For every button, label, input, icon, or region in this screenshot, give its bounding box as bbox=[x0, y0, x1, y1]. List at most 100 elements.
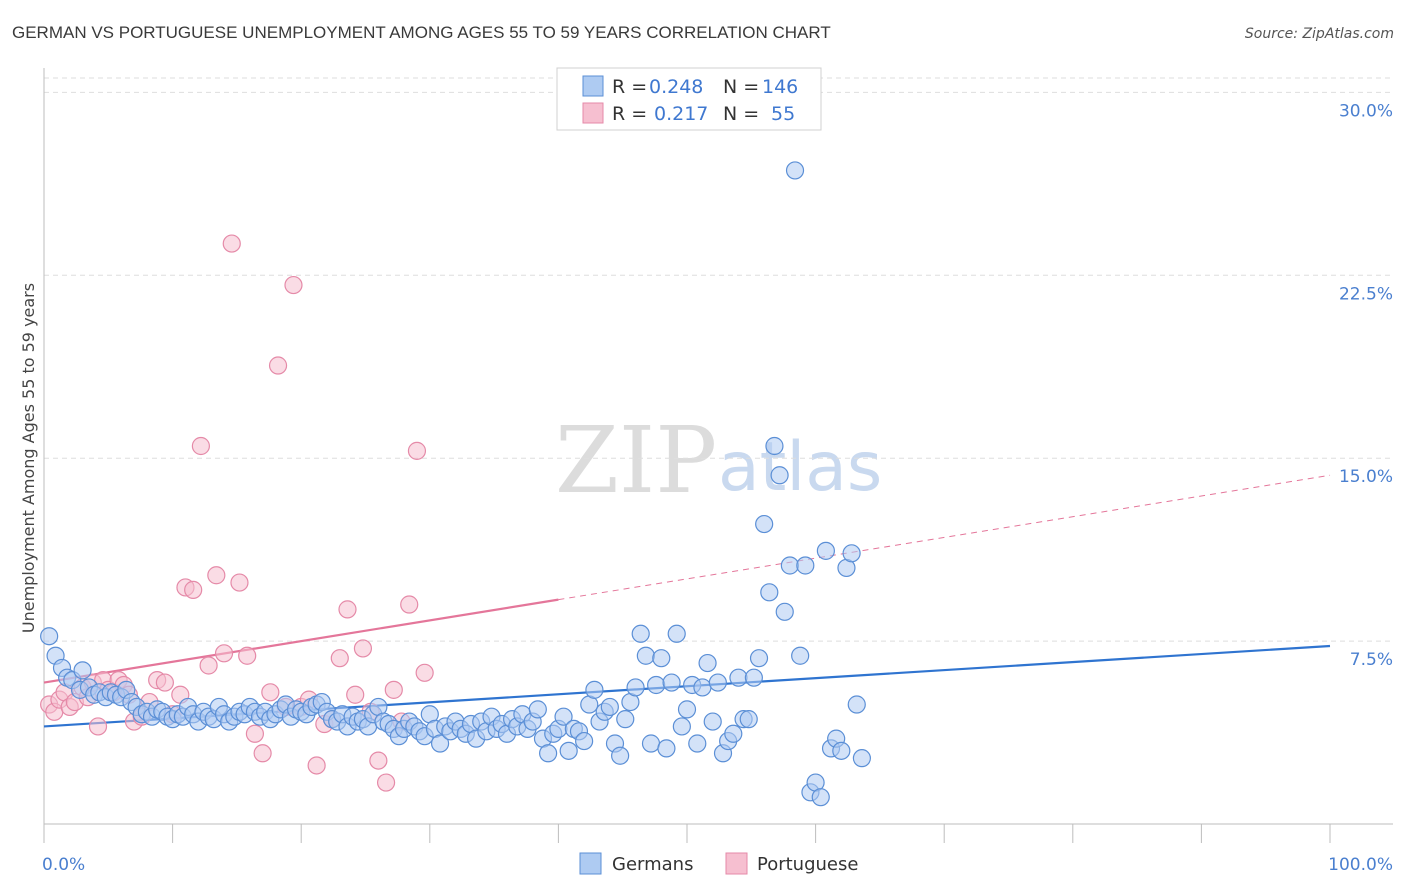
y-tick-label: 7.5% bbox=[1350, 650, 1393, 670]
portuguese-point bbox=[88, 717, 108, 736]
portuguese-point bbox=[245, 724, 265, 743]
portuguese-point bbox=[238, 646, 257, 665]
legend-portuguese-n-value: 55 bbox=[771, 103, 795, 125]
germans-point bbox=[816, 541, 835, 560]
germans-point bbox=[765, 436, 784, 456]
portuguese-point bbox=[384, 680, 403, 699]
y-tick-label: 22.5% bbox=[1339, 284, 1393, 304]
legend-swatch-portuguese bbox=[582, 102, 604, 124]
legend-portuguese-r-value: 0.217 bbox=[654, 103, 708, 125]
x-tick-label-max: 100.0% bbox=[1328, 855, 1393, 875]
portuguese-trend-line bbox=[43, 598, 559, 684]
germans-point bbox=[791, 646, 810, 665]
germans-point bbox=[652, 649, 671, 668]
germans-point bbox=[703, 712, 722, 731]
germans-point bbox=[430, 734, 450, 753]
portuguese-point bbox=[400, 595, 419, 614]
bottom-legend-swatch-germans bbox=[579, 852, 602, 875]
germans-point bbox=[832, 741, 851, 760]
germans-point bbox=[770, 466, 789, 485]
portuguese-point bbox=[415, 663, 434, 682]
portuguese-point bbox=[338, 600, 357, 619]
germans-point bbox=[755, 514, 774, 534]
portuguese-point bbox=[199, 656, 218, 675]
germans-point bbox=[626, 678, 645, 697]
germans-point bbox=[528, 700, 547, 719]
legend-portuguese-n-label: N = bbox=[723, 103, 759, 125]
germans-point bbox=[554, 707, 573, 726]
germans-point bbox=[40, 627, 59, 646]
portuguese-point bbox=[230, 573, 249, 592]
legend-germans-n-value: 146 bbox=[762, 76, 798, 98]
legend-portuguese-r-label: R = bbox=[612, 103, 647, 125]
germans-point bbox=[775, 602, 794, 621]
legend-germans-n-label: N = bbox=[723, 76, 759, 98]
legend-germans-r-value: 0.248 bbox=[649, 76, 703, 98]
germans-point bbox=[811, 788, 830, 807]
portuguese-trend-line-projection bbox=[558, 474, 1331, 601]
portuguese-point bbox=[184, 580, 203, 599]
germans-point bbox=[616, 710, 635, 729]
watermark-zip: ZIP bbox=[555, 407, 717, 514]
germans-point bbox=[785, 161, 805, 180]
germans-point bbox=[744, 668, 763, 687]
portuguese-point bbox=[353, 639, 373, 658]
portuguese-point bbox=[253, 744, 272, 763]
germans-points bbox=[40, 161, 871, 807]
legend-germans-r-label: R = bbox=[612, 76, 647, 98]
portuguese-point bbox=[207, 566, 226, 585]
watermark-atlas: atlas bbox=[718, 428, 882, 507]
portuguese-point bbox=[284, 275, 303, 295]
germans-point bbox=[600, 697, 619, 717]
chart-source: Source: ZipAtlas.com bbox=[1245, 26, 1394, 42]
germans-point bbox=[693, 678, 712, 697]
legend-box: R = 0.248 N = 146 R = 0.217 N = 55 bbox=[556, 67, 822, 131]
germans-point bbox=[611, 746, 630, 765]
portuguese-point bbox=[376, 773, 396, 792]
portuguese-point bbox=[330, 649, 349, 668]
bottom-legend-portuguese: Portuguese bbox=[757, 854, 858, 875]
portuguese-point bbox=[268, 356, 288, 375]
grid-lines bbox=[44, 77, 1393, 642]
germans-point bbox=[760, 583, 779, 602]
germans-point bbox=[575, 731, 594, 751]
germans-point bbox=[688, 734, 707, 753]
bottom-legend: Germans Portuguese bbox=[579, 852, 858, 875]
portuguese-point bbox=[214, 644, 234, 663]
germans-point bbox=[739, 710, 758, 729]
portuguese-point bbox=[346, 685, 365, 704]
watermark: ZIP atlas bbox=[555, 407, 882, 514]
germans-point bbox=[641, 734, 661, 753]
germans-point bbox=[796, 556, 815, 575]
germans-point bbox=[631, 624, 650, 643]
germans-point bbox=[780, 556, 799, 575]
germans-point bbox=[657, 739, 676, 758]
germans-point bbox=[749, 649, 769, 668]
legend-swatch-germans bbox=[582, 75, 604, 97]
bottom-legend-germans: Germans bbox=[612, 854, 693, 875]
y-tick-label: 30.0% bbox=[1339, 101, 1393, 121]
germans-point bbox=[73, 661, 92, 680]
portuguese-point bbox=[369, 751, 388, 770]
x-tick-label-min: 0.0% bbox=[42, 855, 85, 875]
germans-point bbox=[667, 624, 686, 643]
germans-point bbox=[662, 673, 681, 692]
germans-point bbox=[672, 717, 691, 736]
tick-labels: 7.5% 15.0% 22.5% 30.0% 0.0% 100.0% bbox=[42, 101, 1393, 875]
portuguese-point bbox=[407, 441, 427, 460]
bottom-legend-swatch-portuguese bbox=[725, 852, 748, 875]
germans-point bbox=[559, 741, 578, 760]
portuguese-point bbox=[191, 436, 210, 456]
germans-point bbox=[852, 749, 871, 768]
germans-point bbox=[539, 744, 558, 763]
germans-point bbox=[677, 700, 697, 719]
chart-title: GERMAN VS PORTUGUESE UNEMPLOYMENT AMONG … bbox=[12, 23, 831, 42]
y-axis-label: Unemployment Among Ages 55 to 59 years bbox=[19, 283, 38, 633]
germans-point bbox=[724, 724, 743, 743]
germans-point bbox=[585, 680, 604, 699]
y-tick-label: 15.0% bbox=[1339, 467, 1393, 487]
germans-point bbox=[636, 646, 655, 665]
germans-point bbox=[729, 668, 748, 687]
portuguese-point bbox=[307, 756, 326, 775]
